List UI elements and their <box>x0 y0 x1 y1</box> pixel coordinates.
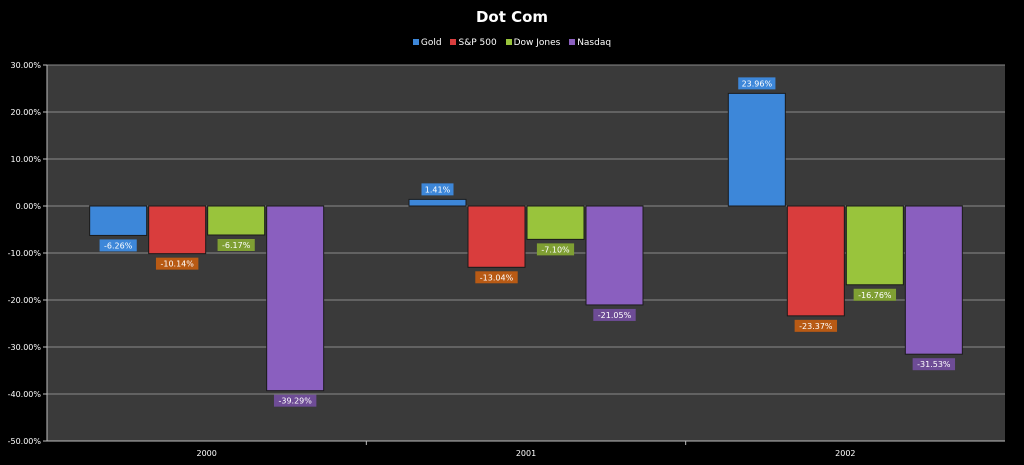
y-tick-label: -30.00% <box>8 343 42 352</box>
legend-item-sp500: S&P 500 <box>450 38 497 48</box>
bar-gold-2000 <box>89 205 148 236</box>
data-label: -31.53% <box>917 360 951 369</box>
data-label: -21.05% <box>598 311 632 320</box>
data-label: -6.17% <box>222 241 251 250</box>
data-label-bg <box>421 183 454 196</box>
data-label-bg <box>475 271 518 284</box>
legend: Gold S&P 500 Dow Jones Nasdaq <box>0 38 1024 48</box>
x-tick-label: 2000 <box>196 449 216 458</box>
bar-nasdaq-2001 <box>585 205 644 306</box>
legend-swatch-nasdaq <box>569 39 576 45</box>
data-label-bg <box>273 394 317 407</box>
data-label-bg <box>99 239 137 252</box>
data-label: -13.04% <box>480 273 514 282</box>
legend-label-gold: Gold <box>420 38 442 48</box>
data-label: -6.26% <box>104 241 133 250</box>
bar-dow-jones-2000 <box>207 205 266 236</box>
legend-item-dow-jones: Dow Jones <box>505 38 561 48</box>
y-tick-label: -10.00% <box>8 249 42 258</box>
y-tick-label: 10.00% <box>10 155 41 164</box>
x-tick-label: 2002 <box>835 449 855 458</box>
y-tick-label: -40.00% <box>8 390 42 399</box>
legend-label-dow-jones: Dow Jones <box>513 38 561 48</box>
legend-swatch-dow-jones <box>505 39 512 45</box>
bar-s-p-500-2000 <box>148 205 207 255</box>
bar-gold-2001 <box>408 198 467 207</box>
data-label: -39.29% <box>278 397 312 406</box>
data-label-bg <box>738 77 776 90</box>
y-tick-label: 0.00% <box>16 202 42 211</box>
bar-nasdaq-2000 <box>266 205 325 392</box>
data-label: -23.37% <box>799 322 833 331</box>
bar-s-p-500-2001 <box>467 205 526 268</box>
data-label: -10.14% <box>160 260 194 269</box>
data-label-bg <box>853 288 897 301</box>
x-tick-label: 2001 <box>516 449 536 458</box>
bar-nasdaq-2002 <box>904 205 963 355</box>
data-label-bg <box>912 358 956 371</box>
bar-s-p-500-2002 <box>786 205 845 317</box>
y-tick-label: -20.00% <box>8 296 42 305</box>
bar-dow-jones-2001 <box>526 205 585 240</box>
data-label-bg <box>155 257 199 270</box>
data-label-bg <box>794 319 838 332</box>
legend-item-gold: Gold <box>412 38 442 48</box>
y-tick-label: -50.00% <box>8 437 42 446</box>
data-label: -16.76% <box>858 291 892 300</box>
data-label: 1.41% <box>425 185 451 194</box>
data-label: -7.10% <box>541 245 570 254</box>
bar-gold-2002 <box>727 92 786 207</box>
data-label: 23.96% <box>742 79 773 88</box>
y-tick-label: 20.00% <box>10 108 41 117</box>
legend-swatch-sp500 <box>450 39 457 45</box>
data-label-bg <box>217 238 255 251</box>
chart-title: Dot Com <box>475 8 549 26</box>
data-label-bg <box>536 243 575 256</box>
legend-label-nasdaq: Nasdaq <box>577 38 612 48</box>
legend-item-nasdaq: Nasdaq <box>569 38 611 48</box>
data-label-bg <box>593 308 636 321</box>
bar-dow-jones-2002 <box>845 205 904 286</box>
y-tick-label: 30.00% <box>10 61 41 70</box>
legend-swatch-gold <box>412 39 419 45</box>
legend-label-sp500: S&P 500 <box>458 38 497 48</box>
